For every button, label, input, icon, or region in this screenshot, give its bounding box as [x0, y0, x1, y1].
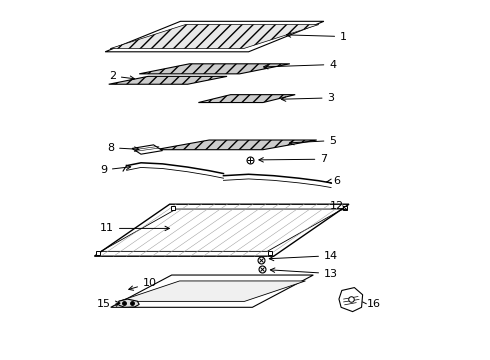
Polygon shape [105, 21, 324, 52]
Polygon shape [139, 64, 290, 74]
Polygon shape [155, 140, 317, 150]
Polygon shape [119, 281, 305, 301]
Text: 3: 3 [281, 93, 335, 103]
Text: 7: 7 [259, 154, 327, 164]
Text: 13: 13 [270, 268, 338, 279]
Text: 1: 1 [286, 32, 347, 41]
Polygon shape [339, 288, 363, 312]
Text: 2: 2 [109, 71, 134, 81]
Polygon shape [132, 145, 163, 154]
Text: 14: 14 [270, 251, 338, 261]
Polygon shape [198, 95, 295, 103]
Text: 12: 12 [329, 201, 346, 211]
Text: 9: 9 [100, 165, 131, 175]
Polygon shape [111, 275, 313, 307]
Text: 16: 16 [367, 300, 381, 310]
Text: 4: 4 [264, 59, 337, 69]
Text: 10: 10 [129, 278, 157, 290]
Polygon shape [95, 204, 349, 256]
Text: 6: 6 [327, 176, 340, 186]
Polygon shape [110, 24, 319, 49]
Text: 8: 8 [107, 143, 139, 153]
Text: 5: 5 [290, 136, 336, 145]
Polygon shape [109, 76, 227, 84]
Text: 11: 11 [100, 224, 170, 233]
Polygon shape [119, 299, 139, 307]
Text: 15: 15 [97, 299, 120, 309]
